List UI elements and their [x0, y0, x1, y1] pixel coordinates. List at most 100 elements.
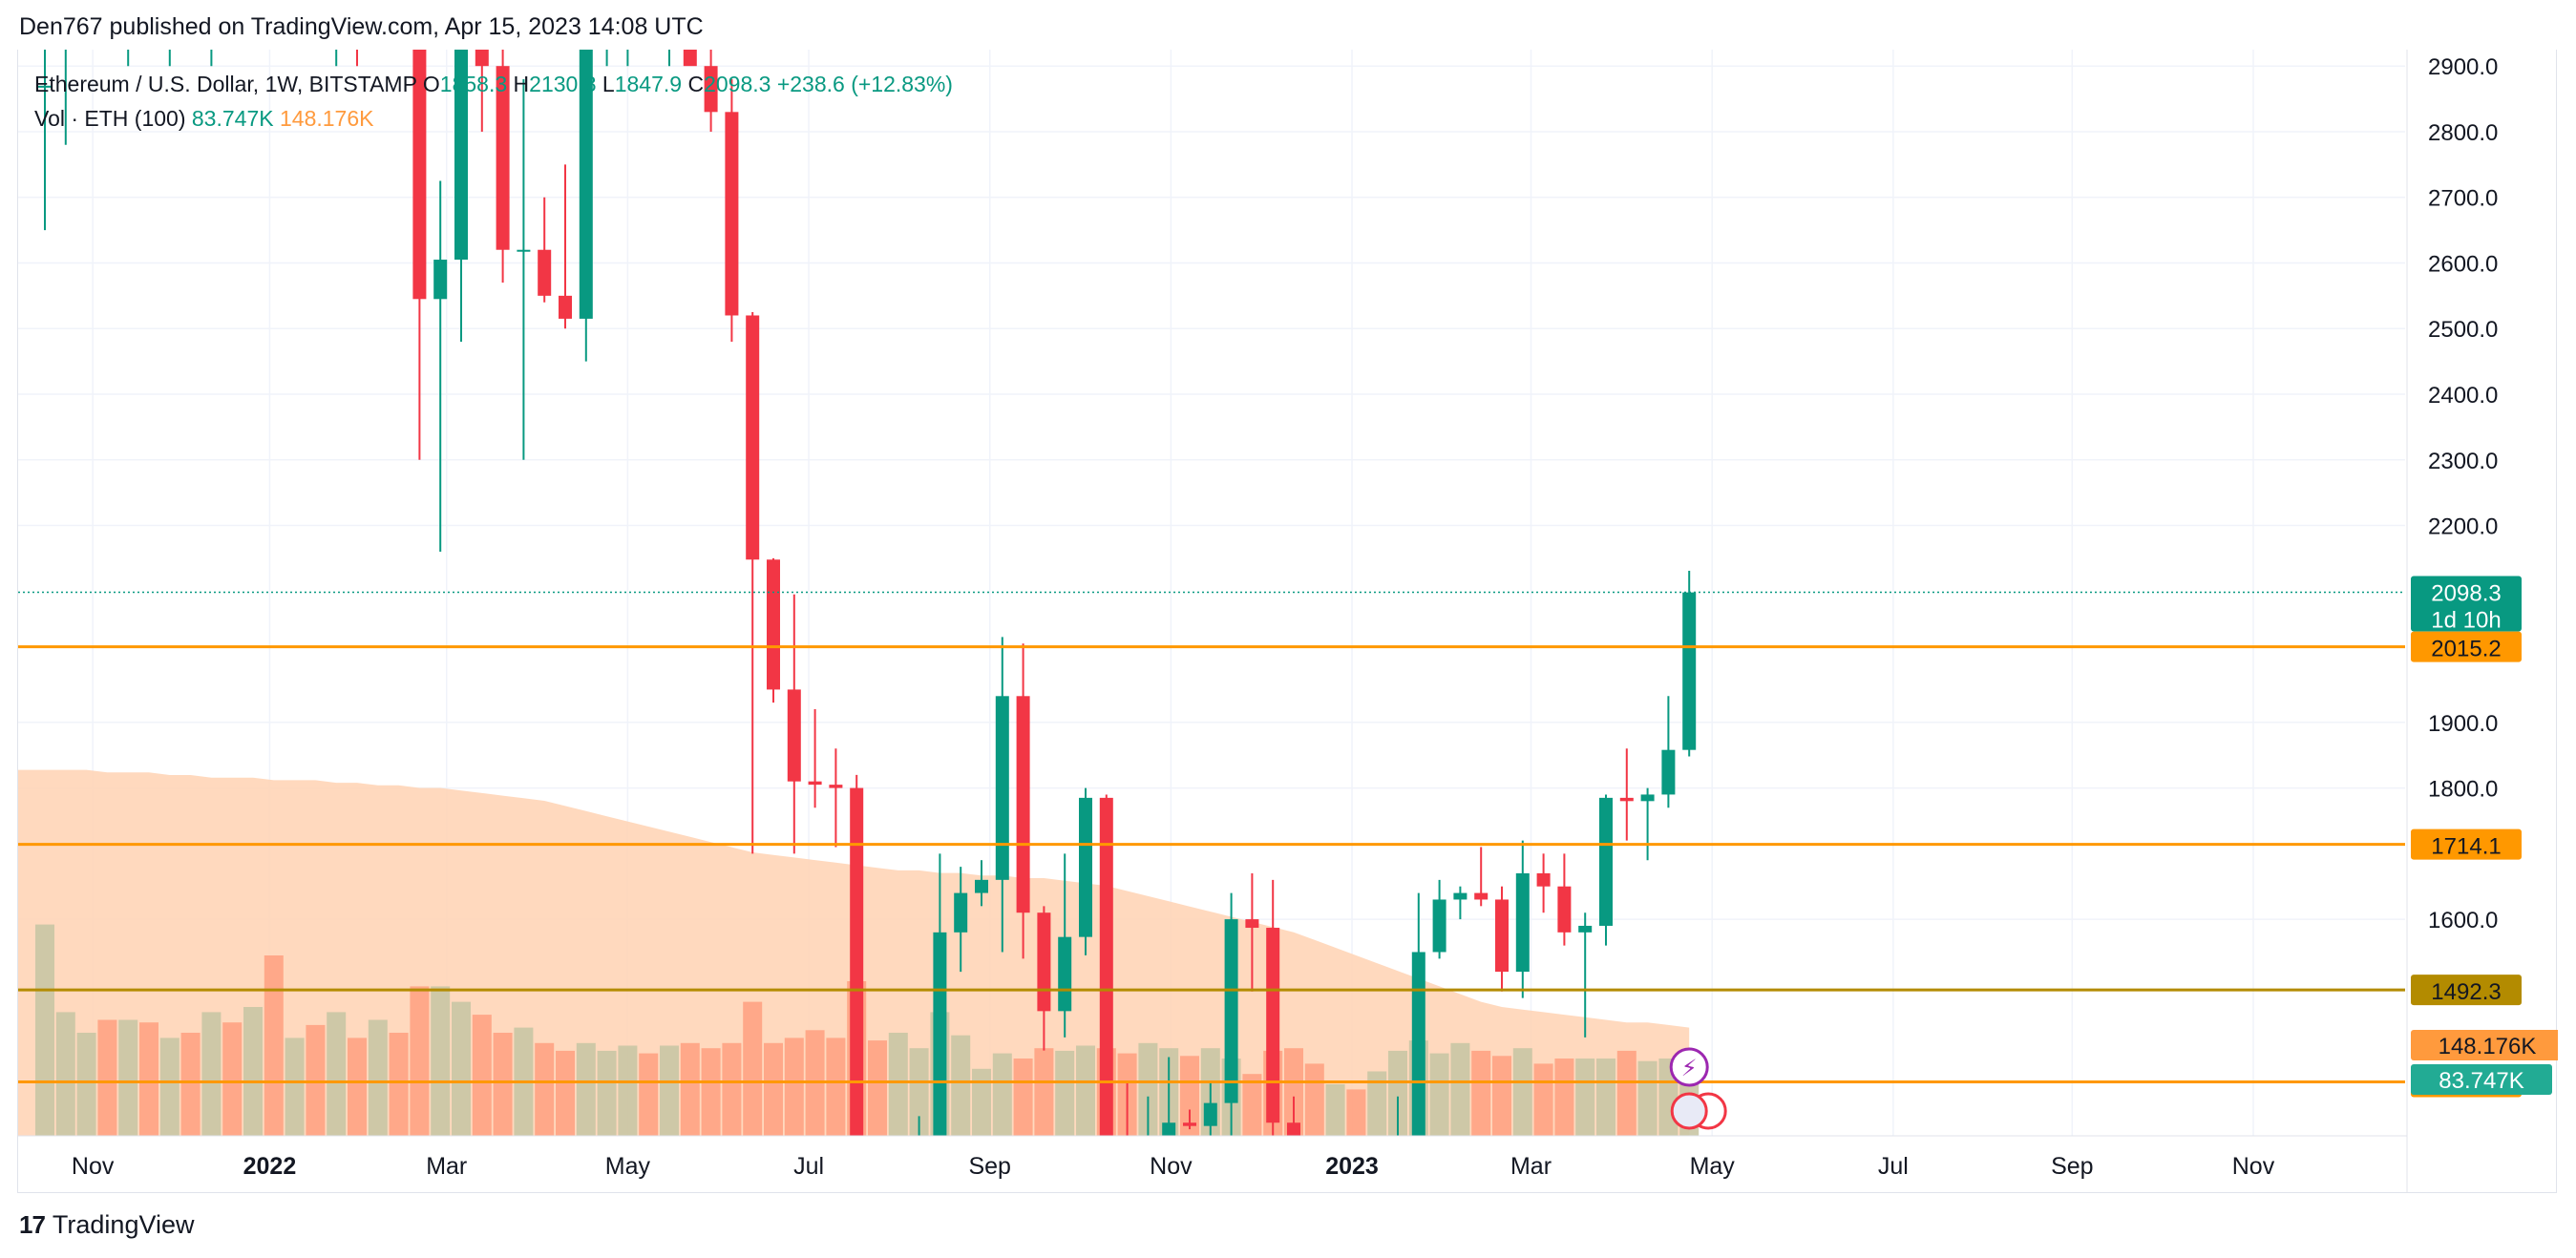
- volume-bar: [722, 1042, 742, 1136]
- volume-bar: [1637, 1060, 1658, 1136]
- time-axis-label: Sep: [968, 1153, 1010, 1180]
- volume-bar: [1575, 1059, 1595, 1136]
- candle-body: [1245, 919, 1259, 929]
- candle-body: [1619, 797, 1634, 802]
- time-axis-label: 2022: [243, 1153, 297, 1180]
- candle-body: [475, 50, 489, 67]
- candle-body: [1037, 912, 1051, 1012]
- open-label: O: [422, 72, 440, 96]
- volume-bar: [1471, 1050, 1491, 1136]
- volume-bar: [118, 1019, 138, 1136]
- volume-bar: [76, 1033, 96, 1136]
- candle-body: [1495, 899, 1509, 973]
- volume-bar: [1533, 1063, 1553, 1136]
- volume-indicator-title[interactable]: Vol · ETH (100): [34, 106, 186, 131]
- level-price-tag-bg: [2411, 975, 2522, 1006]
- price-axis-label: 2400.0: [2428, 383, 2498, 409]
- candle-body: [1411, 952, 1425, 1136]
- candle-body: [1453, 892, 1467, 900]
- candle-body: [850, 787, 864, 1136]
- candle-body: [1287, 1122, 1300, 1136]
- volume-bar: [992, 1053, 1012, 1136]
- candle-body: [746, 315, 760, 560]
- candle-body: [1099, 797, 1113, 1136]
- time-axis-label: May: [605, 1153, 651, 1180]
- candle-body: [1515, 872, 1530, 973]
- close-value: 2098.3: [704, 72, 771, 96]
- volume-bar: [1388, 1050, 1407, 1136]
- volume-bar: [556, 1050, 575, 1136]
- candle-body: [767, 559, 780, 690]
- candle-body: [517, 249, 531, 252]
- open-value: 1858.3: [439, 72, 508, 96]
- volume-bar: [1304, 1063, 1324, 1136]
- volume-bar: [368, 1019, 388, 1136]
- last-price-tag: 1d 10h: [2431, 607, 2501, 633]
- tradingview-logo-icon: 17: [19, 1210, 46, 1239]
- volume-bar: [285, 1038, 305, 1136]
- candle-body: [412, 50, 427, 300]
- candle-body: [1682, 592, 1697, 750]
- volume-bar: [1055, 1050, 1075, 1136]
- level-price-tag: 1492.3: [2431, 979, 2501, 1005]
- volume-bar: [139, 1022, 158, 1136]
- volume-bar: [1616, 1050, 1636, 1136]
- candle-body: [1058, 936, 1072, 1012]
- volume-bar: [660, 1045, 679, 1136]
- price-chart[interactable]: ⚡ 2900.0 2800.0 2700.0 2600.0 2500.0 2400.0 230…: [18, 50, 2558, 1193]
- candle-body: [725, 112, 739, 316]
- volume-bar: [1450, 1042, 1470, 1136]
- volume-bar: [493, 1033, 513, 1136]
- candle-body: [496, 66, 510, 250]
- level-price-tag-bg: [2411, 828, 2522, 860]
- low-value: 1847.9: [614, 72, 683, 96]
- chart-frame[interactable]: ⚡ 2900.0 2800.0 2700.0 2600.0 2500.0 2400.0 230…: [17, 50, 2558, 1193]
- candle-body: [808, 781, 822, 786]
- candle-body: [1121, 1137, 1134, 1152]
- tradingview-brand-text: TradingView: [52, 1210, 195, 1239]
- volume-value: 83.747K: [191, 106, 274, 131]
- candle-body: [1141, 1139, 1154, 1152]
- candle-body: [954, 892, 968, 933]
- volume-bar: [1367, 1071, 1387, 1136]
- candle-body: [1536, 872, 1551, 887]
- us-flag-icon: [1670, 1092, 1708, 1130]
- volume-bar: [410, 986, 430, 1136]
- volume-bar: [784, 1038, 804, 1136]
- symbol-title[interactable]: Ethereum / U.S. Dollar, 1W, BITSTAMP: [34, 72, 417, 96]
- volume-bar: [1325, 1084, 1345, 1136]
- low-label: L: [602, 72, 615, 96]
- candle-body: [454, 50, 468, 261]
- level-price-tag: 1714.1: [2431, 834, 2501, 860]
- last-price-tag: 2098.3: [2431, 580, 2501, 606]
- volume-bar: [701, 1048, 721, 1136]
- price-change: +238.6 (+12.83%): [776, 72, 953, 96]
- volume-bar: [1013, 1059, 1033, 1136]
- event-flash-icon: [1669, 1047, 1709, 1087]
- volume-bar: [1512, 1048, 1532, 1136]
- time-axis-label: 2023: [1325, 1153, 1379, 1180]
- volume-bar: [1346, 1089, 1366, 1136]
- time-axis-label: Mar: [1510, 1153, 1552, 1180]
- volume-bar: [597, 1050, 617, 1136]
- candle-body: [1308, 1175, 1321, 1182]
- publish-header: Den767 published on TradingView.com, Apr…: [19, 13, 704, 40]
- candle-body: [579, 50, 593, 319]
- volume-bar: [680, 1042, 700, 1136]
- volume-bar: [264, 955, 284, 1136]
- volume-bar: [348, 1038, 367, 1136]
- tradingview-branding[interactable]: 17 TradingView: [19, 1210, 195, 1240]
- volume-bar: [222, 1022, 243, 1136]
- candle-body: [1557, 886, 1572, 933]
- volume-bar: [97, 1019, 117, 1136]
- volume-bar: [1596, 1059, 1615, 1136]
- candle-body: [787, 689, 801, 782]
- volume-bar: [159, 1038, 179, 1136]
- candle-body: [538, 249, 552, 296]
- time-axis-label: Sep: [2051, 1153, 2093, 1180]
- high-value: 2130.8: [529, 72, 597, 96]
- ohlc-legend-row: Ethereum / U.S. Dollar, 1W, BITSTAMP O18…: [34, 67, 953, 101]
- volume-bar: [306, 1024, 326, 1136]
- price-axis-label: 2200.0: [2428, 514, 2498, 540]
- price-axis-label: 2800.0: [2428, 120, 2498, 146]
